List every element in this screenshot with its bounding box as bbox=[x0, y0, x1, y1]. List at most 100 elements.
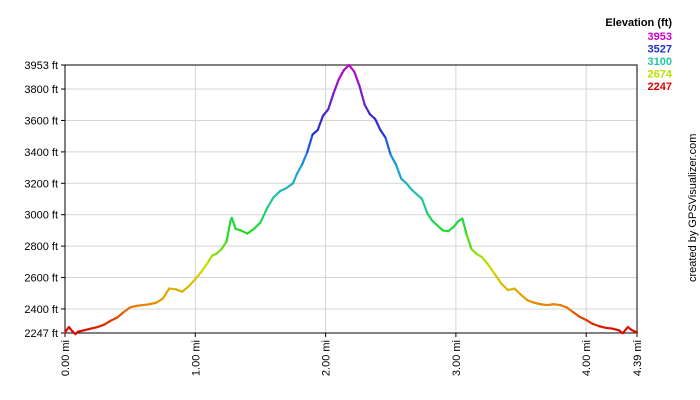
series-segment bbox=[532, 301, 542, 306]
series-segment bbox=[379, 128, 387, 139]
series-segment bbox=[452, 219, 460, 229]
series-segment bbox=[513, 287, 523, 296]
series-segment bbox=[259, 207, 269, 224]
y-tick-label: 3200 ft bbox=[24, 178, 58, 190]
x-tick-label: 0.00 mi bbox=[60, 340, 72, 376]
series-segment bbox=[415, 193, 424, 201]
series-segment bbox=[611, 327, 620, 332]
series-segment bbox=[96, 323, 106, 329]
series-segment bbox=[207, 254, 214, 263]
series-segment bbox=[76, 329, 86, 333]
series-segment bbox=[480, 256, 490, 267]
legend-entry: 3953 bbox=[648, 31, 672, 43]
series-segment bbox=[291, 172, 299, 185]
series-segment bbox=[230, 216, 237, 230]
series-segment bbox=[122, 306, 132, 314]
series-segment bbox=[353, 70, 361, 87]
series-segment bbox=[436, 224, 444, 232]
credit-text: created by GPSVisualizer.com bbox=[687, 134, 699, 282]
y-tick-label: 2800 ft bbox=[24, 241, 58, 253]
y-tick-label: 3600 ft bbox=[24, 115, 58, 127]
series-segment bbox=[389, 153, 398, 166]
elevation-series-line bbox=[63, 63, 639, 336]
series-segment bbox=[572, 311, 581, 318]
series-segment bbox=[384, 136, 392, 157]
series-segment bbox=[181, 285, 190, 293]
series-segment bbox=[337, 69, 345, 81]
series-segment bbox=[368, 113, 377, 120]
series-segment bbox=[116, 311, 125, 319]
series-segment bbox=[252, 221, 262, 230]
series-segment bbox=[200, 260, 210, 273]
y-tick-label: 2400 ft bbox=[24, 304, 58, 316]
series-segment bbox=[578, 315, 588, 322]
series-segment bbox=[295, 163, 304, 175]
series-segment bbox=[129, 304, 138, 309]
legend-entry: 2247 bbox=[648, 81, 672, 93]
series-segment bbox=[321, 108, 330, 117]
series-segment bbox=[506, 287, 516, 292]
series-segment bbox=[327, 92, 335, 111]
legend-entry: 3527 bbox=[648, 44, 672, 56]
series-segment bbox=[519, 293, 529, 302]
series-segment bbox=[410, 188, 418, 196]
x-tick-label: 2.00 mi bbox=[321, 340, 333, 376]
x-tick-label: 4.39 mi bbox=[632, 340, 644, 376]
series-segment bbox=[239, 229, 249, 235]
series-segment bbox=[272, 190, 282, 199]
series-segment bbox=[220, 240, 228, 251]
series-segment bbox=[420, 197, 429, 215]
series-segment bbox=[215, 248, 223, 256]
series-segment bbox=[301, 150, 309, 166]
series-segment bbox=[621, 325, 629, 335]
series-segment bbox=[565, 306, 575, 314]
series-segment bbox=[102, 319, 112, 326]
series-segment bbox=[161, 287, 171, 300]
series-segment bbox=[461, 217, 468, 235]
y-tick-label: 3800 ft bbox=[24, 84, 58, 96]
x-tick-label: 1.00 mi bbox=[190, 340, 202, 376]
series-segment bbox=[174, 288, 184, 293]
y-tick-label: 3400 ft bbox=[24, 147, 58, 159]
x-tick-label: 4.00 mi bbox=[581, 340, 593, 376]
series-segment bbox=[155, 297, 164, 304]
series-segment bbox=[426, 212, 434, 223]
y-tick-labels: 2247 ft 2400 ft 2600 ft 2800 ft 3000 ft 3200 … bbox=[24, 60, 58, 340]
series-segment bbox=[311, 128, 319, 136]
series-segment bbox=[342, 63, 351, 72]
series-segment bbox=[358, 84, 366, 106]
x-tick-label: 3.00 mi bbox=[451, 340, 463, 376]
legend-entry: 2674 bbox=[648, 69, 673, 81]
plot-frame bbox=[64, 64, 638, 334]
series-segment bbox=[225, 219, 232, 243]
y-tick-label: 2247 ft bbox=[24, 328, 58, 340]
series-segment bbox=[347, 63, 356, 73]
series-segment bbox=[493, 273, 503, 285]
series-segment bbox=[526, 299, 536, 304]
grid bbox=[64, 64, 638, 334]
series-segment bbox=[400, 177, 408, 185]
series-segment bbox=[598, 325, 607, 329]
x-tick-labels: 0.00 mi 1.00 mi 2.00 mi 3.00 mi 4.00 mi 4.39 … bbox=[60, 340, 644, 376]
series-segment bbox=[278, 186, 288, 193]
series-segment bbox=[394, 163, 403, 180]
series-segment bbox=[306, 133, 314, 153]
series-segment bbox=[465, 232, 473, 251]
series-segment bbox=[316, 114, 325, 131]
series-segment bbox=[285, 182, 295, 190]
y-tick-label: 3953 ft bbox=[24, 60, 58, 72]
series-segment bbox=[83, 327, 93, 332]
series-segment bbox=[487, 263, 497, 276]
series-segment bbox=[500, 282, 510, 292]
series-segment bbox=[363, 103, 371, 116]
series-segment bbox=[431, 219, 439, 227]
series-segment bbox=[246, 227, 256, 235]
series-segment bbox=[265, 196, 275, 210]
y-tick-label: 3000 ft bbox=[24, 210, 58, 222]
series-segment bbox=[559, 303, 568, 309]
series-segment bbox=[332, 78, 340, 95]
series-segment bbox=[591, 322, 601, 328]
